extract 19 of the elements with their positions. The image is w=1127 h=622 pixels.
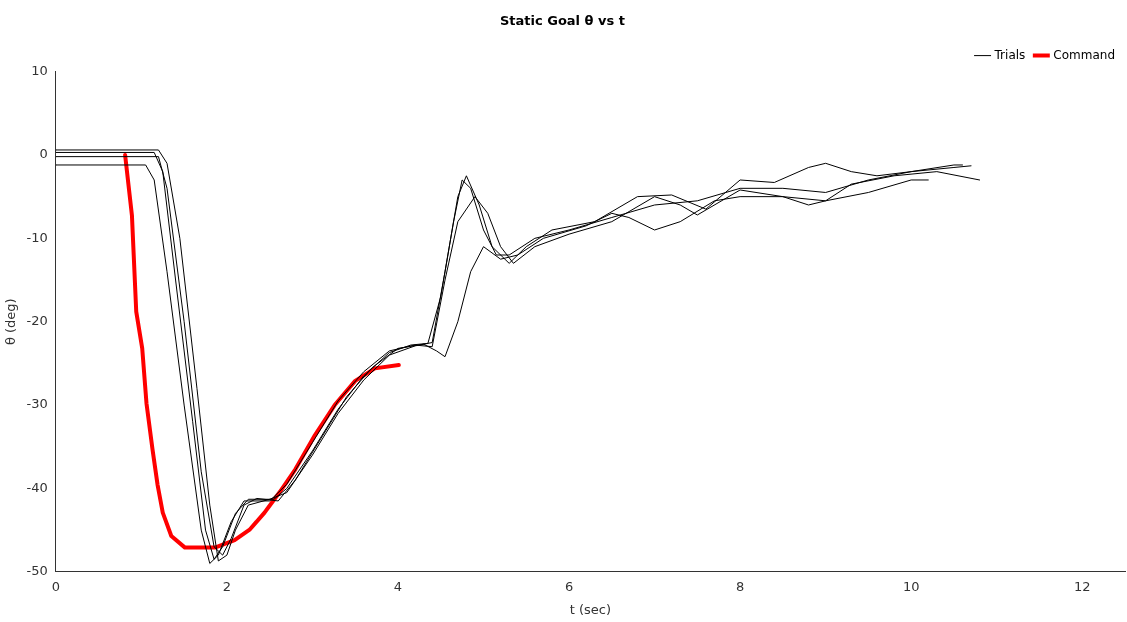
x-tick-label: 0 [51,578,60,594]
x-tick-label: 4 [393,578,403,594]
y-tick-label: 10 [31,62,48,78]
legend-label: Trials [993,47,1026,62]
y-tick-label: -30 [26,396,48,412]
x-tick-label: 6 [564,578,574,594]
y-tick-label: -10 [26,229,48,245]
y-tick-label: -40 [26,479,48,495]
x-tick-label: 8 [735,578,745,594]
x-tick-label: 10 [902,578,920,594]
legend-label: Command [1053,47,1116,62]
y-tick-label: 0 [39,146,48,162]
x-tick-label: 2 [222,578,232,594]
x-axis-title: t (sec) [569,601,612,617]
y-axis-title: θ (deg) [3,298,19,346]
chart-title: Static Goal θ vs t [499,13,626,29]
y-tick-label: -50 [26,563,48,579]
y-tick-label: -20 [26,313,48,329]
x-tick-label: 12 [1073,578,1091,594]
